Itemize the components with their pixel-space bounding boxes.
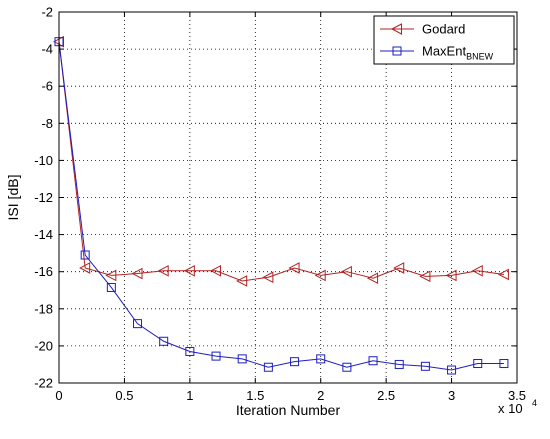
legend-box bbox=[373, 15, 515, 65]
x-tick-label: 1.5 bbox=[246, 388, 264, 403]
x-tick-label: 1 bbox=[186, 388, 193, 403]
x-multiplier-exponent: 4 bbox=[532, 398, 537, 408]
x-axis-label: Iteration Number bbox=[236, 402, 341, 418]
y-tick-label: -14 bbox=[34, 227, 53, 242]
square-marker bbox=[342, 362, 352, 372]
triangle-marker bbox=[497, 268, 509, 281]
square-marker bbox=[473, 359, 483, 369]
square-marker bbox=[159, 336, 169, 346]
triangle-marker bbox=[314, 269, 326, 282]
square-marker bbox=[80, 250, 90, 260]
y-tick-label: -10 bbox=[34, 153, 53, 168]
square-marker bbox=[316, 354, 326, 364]
triangle-marker bbox=[131, 267, 143, 280]
triangle-marker bbox=[419, 270, 431, 283]
y-tick-label: -4 bbox=[41, 42, 53, 57]
square-marker bbox=[211, 351, 221, 361]
square-marker bbox=[447, 365, 457, 375]
x-tick-label: 3.5 bbox=[508, 388, 526, 403]
x-multiplier-base: x 10 bbox=[498, 401, 523, 416]
legend-label: Godard bbox=[422, 22, 465, 37]
triangle-marker bbox=[79, 262, 91, 274]
x-tick-label: 3 bbox=[448, 388, 455, 403]
triangle-marker bbox=[445, 269, 457, 282]
y-tick-label: -2 bbox=[41, 5, 53, 20]
x-tick-label: 0.5 bbox=[115, 388, 133, 403]
y-axis-label: ISI [dB] bbox=[5, 175, 21, 221]
series-group bbox=[52, 35, 509, 375]
series-maxent bbox=[54, 37, 509, 375]
y-tick-label: -20 bbox=[34, 338, 53, 353]
x-tick-label: 2.5 bbox=[377, 388, 395, 403]
triangle-marker bbox=[236, 275, 248, 287]
y-tick-label: -18 bbox=[34, 301, 53, 316]
triangle-marker bbox=[393, 262, 405, 274]
y-tick-label: -6 bbox=[41, 79, 53, 94]
square-marker bbox=[106, 282, 116, 292]
square-marker bbox=[392, 46, 402, 56]
series-godard bbox=[52, 35, 509, 287]
triangle-marker bbox=[157, 264, 169, 277]
square-marker bbox=[185, 346, 195, 356]
square-marker bbox=[499, 359, 509, 369]
x-multiplier: x 10 4 bbox=[498, 398, 537, 416]
triangle-marker bbox=[471, 264, 483, 277]
triangle-marker bbox=[209, 264, 222, 277]
triangle-marker bbox=[262, 271, 274, 284]
y-tick-label: -12 bbox=[34, 190, 53, 205]
square-marker bbox=[368, 356, 378, 366]
square-marker bbox=[263, 362, 273, 372]
y-tick-label: -16 bbox=[34, 264, 53, 279]
y-tick-label: -22 bbox=[34, 376, 53, 391]
triangle-marker bbox=[366, 272, 379, 285]
legend-label-subscript: BNEW bbox=[466, 52, 494, 62]
square-marker bbox=[394, 359, 404, 369]
square-marker bbox=[133, 319, 143, 329]
square-marker bbox=[237, 354, 247, 364]
x-tick-label: 2 bbox=[317, 388, 324, 403]
y-tick-label: -8 bbox=[41, 116, 53, 131]
square-marker bbox=[420, 361, 430, 371]
triangle-marker bbox=[105, 269, 117, 282]
ticks: 0 0.5 1 1.5 2 2.5 3 3.5 -2 -4 -6 -8 -10 -12 -14 -16 -18 -… bbox=[34, 5, 526, 404]
triangle-marker bbox=[183, 264, 195, 277]
triangle-marker bbox=[390, 23, 402, 35]
legend-item: Godard bbox=[380, 22, 465, 37]
triangle-marker bbox=[340, 265, 352, 278]
square-marker bbox=[290, 357, 300, 367]
triangle-marker bbox=[288, 262, 300, 274]
x-tick-label: 0 bbox=[55, 388, 62, 403]
